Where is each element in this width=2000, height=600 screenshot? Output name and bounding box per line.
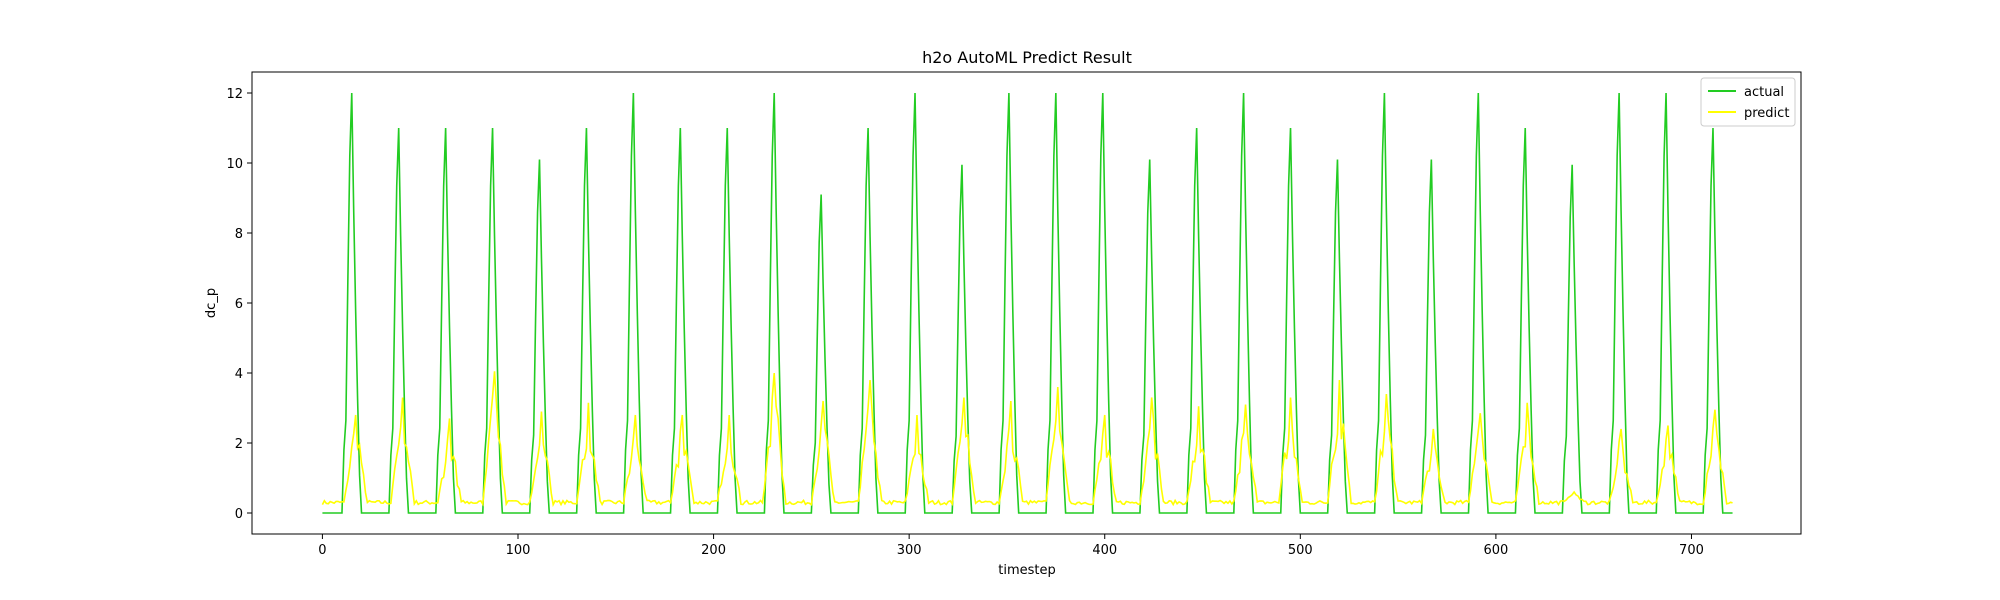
series-line-actual	[322, 92, 1733, 514]
y-tick-label-10: 10	[226, 157, 243, 172]
x-tick-label-400: 400	[1092, 543, 1117, 558]
x-tick-label-200: 200	[701, 543, 726, 558]
x-tick-label-500: 500	[1288, 543, 1313, 558]
y-tick-label-2: 2	[235, 437, 243, 452]
x-tick-label-0: 0	[318, 543, 326, 558]
legend: actual predict	[1700, 77, 1796, 127]
chart-title: h2o AutoML Predict Result	[922, 48, 1132, 67]
x-axis: 0 100 200 300 400 500 600 700	[318, 534, 1704, 558]
legend-label-actual: actual	[1744, 85, 1784, 100]
y-tick-label-0: 0	[235, 507, 243, 522]
y-tick-label-8: 8	[235, 227, 243, 242]
legend-label-predict: predict	[1744, 106, 1789, 121]
x-tick-label-100: 100	[506, 543, 531, 558]
series-line-predict	[321, 371, 1733, 508]
y-tick-label-6: 6	[235, 297, 243, 312]
y-tick-label-12: 12	[226, 87, 243, 102]
y-axis-title: dc_p	[204, 288, 219, 318]
y-tick-label-4: 4	[235, 367, 243, 382]
y-axis: 0 2 4 6 8 10 12	[226, 87, 252, 522]
x-tick-label-700: 700	[1679, 543, 1704, 558]
x-axis-title: timestep	[998, 563, 1056, 578]
series-layer	[321, 92, 1733, 514]
x-tick-label-600: 600	[1483, 543, 1508, 558]
x-tick-label-300: 300	[897, 543, 922, 558]
